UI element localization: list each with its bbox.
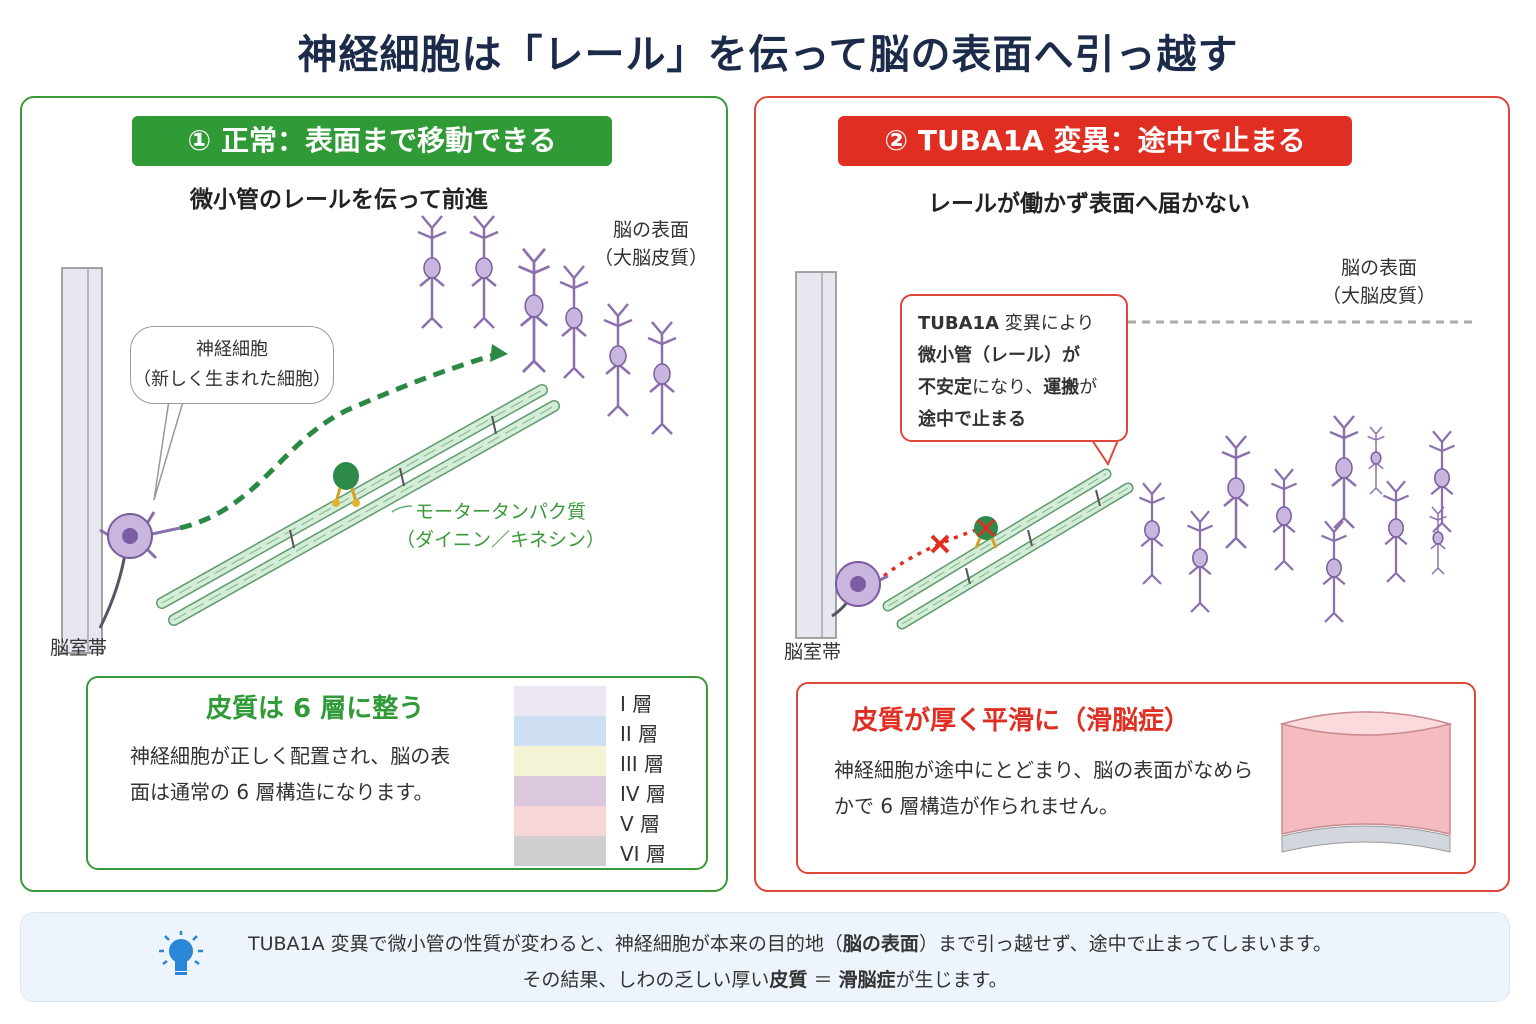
- layer-label: V 層: [620, 812, 661, 836]
- neuron-icon: [1221, 435, 1251, 549]
- cortical-neurons: [417, 215, 677, 435]
- mutation-explanation-bubble: TUBA1A 変異により 微小管（レール）が 不安定になり、運搬が 途中で止まる: [900, 294, 1128, 442]
- mislocated-neurons: [1138, 415, 1456, 623]
- neuron-icon: [1382, 480, 1410, 583]
- page-title: 神経細胞は「レール」を伝って脳の表面へ引っ越す: [297, 32, 1239, 78]
- normal-badge: ① 正常：表面まで移動できる: [132, 116, 612, 166]
- cortex-layers: I 層 II 層 III 層 IV 層 V 層 VI 層: [514, 686, 666, 866]
- migration-path-arrow: [179, 344, 508, 531]
- layer-swatch: [514, 836, 606, 866]
- stuck-neuron-icon: [831, 561, 889, 618]
- mutant-info-title: 皮質が厚く平滑に（滑脳症）: [852, 706, 1191, 736]
- layer-swatch: [514, 716, 606, 746]
- normal-surface-label: 脳の表面 （大脳皮質）: [594, 219, 709, 269]
- microtubule-rails: [882, 468, 1134, 630]
- neuron-icon: [559, 265, 589, 379]
- neuron-icon: [417, 215, 447, 329]
- layer-swatch: [514, 746, 606, 776]
- normal-migration-scene: [61, 215, 677, 654]
- ventricle-wall: [61, 267, 103, 654]
- neuron-icon: [1270, 468, 1298, 571]
- motor-protein-icon: [332, 462, 360, 507]
- footer-line-1: TUBA1A 変異で微小管の性質が変わると、神経細胞が本来の目的地（脳の表面）ま…: [248, 933, 1332, 955]
- layer-swatch: [514, 776, 606, 806]
- ventricular-zone-label: 脳室帯: [50, 637, 108, 659]
- layer-label: II 層: [620, 722, 659, 746]
- mutant-surface-label: 脳の表面 （大脳皮質）: [1322, 257, 1437, 307]
- normal-info-title: 皮質は 6 層に整う: [206, 694, 425, 724]
- footer-line-2: その結果、しわの乏しい厚い皮質 ＝ 滑脳症が生じます。: [522, 969, 1008, 991]
- ventricle-wall: [795, 271, 837, 639]
- layer-swatch: [514, 686, 606, 716]
- motor-protein-label: モータータンパク質 （ダイニン／キネシン）: [396, 501, 606, 551]
- neuron-icon: [469, 215, 499, 329]
- mutant-panel: ② TUBA1A 変異：途中で止まる レールが働かず表面へ届かない: [754, 96, 1510, 892]
- layer-label: I 層: [620, 692, 653, 716]
- neuron-icon: [1428, 430, 1456, 533]
- neuron-icon: [1429, 506, 1447, 575]
- summary-footer: TUBA1A 変異で微小管の性質が変わると、神経細胞が本来の目的地（脳の表面）ま…: [20, 912, 1510, 1002]
- mutant-migration-scene: [795, 271, 1476, 639]
- migrating-neuron-icon: [98, 511, 181, 629]
- mutant-info-box: 皮質が厚く平滑に（滑脳症） 神経細胞が途中にとどまり、脳の表面がなめらかで 6 …: [796, 682, 1476, 874]
- neuron-icon: [1329, 415, 1359, 529]
- layer-label: III 層: [620, 752, 665, 776]
- mutant-badge: ② TUBA1A 変異：途中で止まる: [838, 116, 1352, 166]
- layer-label: IV 層: [620, 782, 666, 806]
- lightbulb-icon: [159, 931, 203, 975]
- normal-panel: ① 正常：表面まで移動できる 微小管のレールを伝って前進: [20, 96, 728, 892]
- mutant-info-text: 神経細胞が途中にとどまり、脳の表面がなめらかで 6 層構造が作られません。: [834, 758, 1254, 818]
- neuron-icon: [647, 321, 677, 435]
- neuron-speech-bubble: 神経細胞 （新しく生まれた細胞）: [130, 326, 334, 404]
- ventricular-zone-label: 脳室帯: [784, 641, 842, 663]
- microtubule-rails: [156, 384, 560, 626]
- stalled-motor-icon: [974, 516, 998, 549]
- neuron-icon: [1367, 426, 1385, 495]
- neuron-icon: [603, 303, 633, 417]
- layer-swatch: [514, 806, 606, 836]
- neuron-icon: [1186, 510, 1214, 613]
- layer-label: VI 層: [620, 842, 666, 866]
- thick-cortex-icon: [1280, 711, 1452, 853]
- normal-info-text: 神経細胞が正しく配置され、脳の表面は通常の 6 層構造になります。: [130, 744, 451, 804]
- neuron-icon: [1320, 520, 1348, 623]
- neuron-icon: [1138, 482, 1166, 585]
- neuron-icon: [518, 247, 550, 373]
- blocked-path: [882, 528, 977, 578]
- mutant-subtitle: レールが働かず表面へ届かない: [928, 191, 1250, 217]
- normal-info-box: 皮質は 6 層に整う 神経細胞が正しく配置され、脳の表面は通常の 6 層構造にな…: [86, 676, 708, 870]
- normal-subtitle: 微小管のレールを伝って前進: [190, 187, 488, 213]
